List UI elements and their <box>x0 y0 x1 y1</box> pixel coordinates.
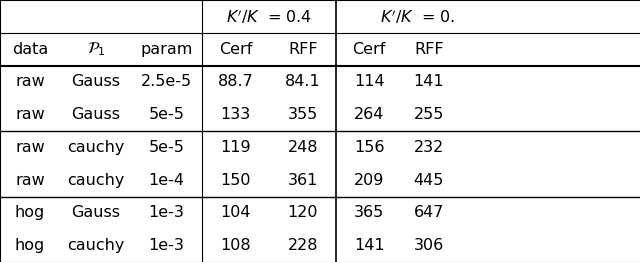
Text: 2.5e-5: 2.5e-5 <box>141 74 192 89</box>
Text: 5e-5: 5e-5 <box>148 140 184 155</box>
Text: $\mathcal{P}_1$: $\mathcal{P}_1$ <box>86 40 106 58</box>
Text: 141: 141 <box>413 74 444 89</box>
Text: 365: 365 <box>354 205 385 220</box>
Text: raw: raw <box>15 173 45 188</box>
Text: raw: raw <box>15 140 45 155</box>
Text: param: param <box>140 42 193 57</box>
Text: 104: 104 <box>220 205 251 220</box>
Text: 264: 264 <box>354 107 385 122</box>
Text: raw: raw <box>15 74 45 89</box>
Text: data: data <box>12 42 48 57</box>
Text: 119: 119 <box>220 140 251 155</box>
Text: 445: 445 <box>413 173 444 188</box>
Text: RFF: RFF <box>414 42 444 57</box>
Text: 133: 133 <box>220 107 251 122</box>
Text: 361: 361 <box>287 173 318 188</box>
Text: 5e-5: 5e-5 <box>148 107 184 122</box>
Text: cauchy: cauchy <box>67 140 125 155</box>
Text: hog: hog <box>15 205 45 220</box>
Text: $K'/K$  = 0.: $K'/K$ = 0. <box>380 7 455 25</box>
Text: Cerf: Cerf <box>353 42 386 57</box>
Text: 306: 306 <box>413 238 444 253</box>
Text: 84.1: 84.1 <box>285 74 321 89</box>
Text: 108: 108 <box>220 238 251 253</box>
Text: 114: 114 <box>354 74 385 89</box>
Text: 228: 228 <box>287 238 318 253</box>
Text: Gauss: Gauss <box>72 74 120 89</box>
Text: raw: raw <box>15 107 45 122</box>
Text: 88.7: 88.7 <box>218 74 253 89</box>
Text: RFF: RFF <box>288 42 317 57</box>
Text: 1e-3: 1e-3 <box>148 238 184 253</box>
Text: 150: 150 <box>220 173 251 188</box>
Text: 255: 255 <box>413 107 444 122</box>
Text: $K'/K$  = 0.4: $K'/K$ = 0.4 <box>226 7 312 25</box>
Text: 232: 232 <box>413 140 444 155</box>
Text: 1e-3: 1e-3 <box>148 205 184 220</box>
Text: 141: 141 <box>354 238 385 253</box>
Text: 355: 355 <box>287 107 318 122</box>
Text: 120: 120 <box>287 205 318 220</box>
Text: cauchy: cauchy <box>67 238 125 253</box>
Text: hog: hog <box>15 238 45 253</box>
Text: 248: 248 <box>287 140 318 155</box>
Text: Gauss: Gauss <box>72 205 120 220</box>
Text: 156: 156 <box>354 140 385 155</box>
Text: 647: 647 <box>413 205 444 220</box>
Text: 209: 209 <box>354 173 385 188</box>
Text: Gauss: Gauss <box>72 107 120 122</box>
Text: 1e-4: 1e-4 <box>148 173 184 188</box>
Text: Cerf: Cerf <box>219 42 252 57</box>
Text: cauchy: cauchy <box>67 173 125 188</box>
